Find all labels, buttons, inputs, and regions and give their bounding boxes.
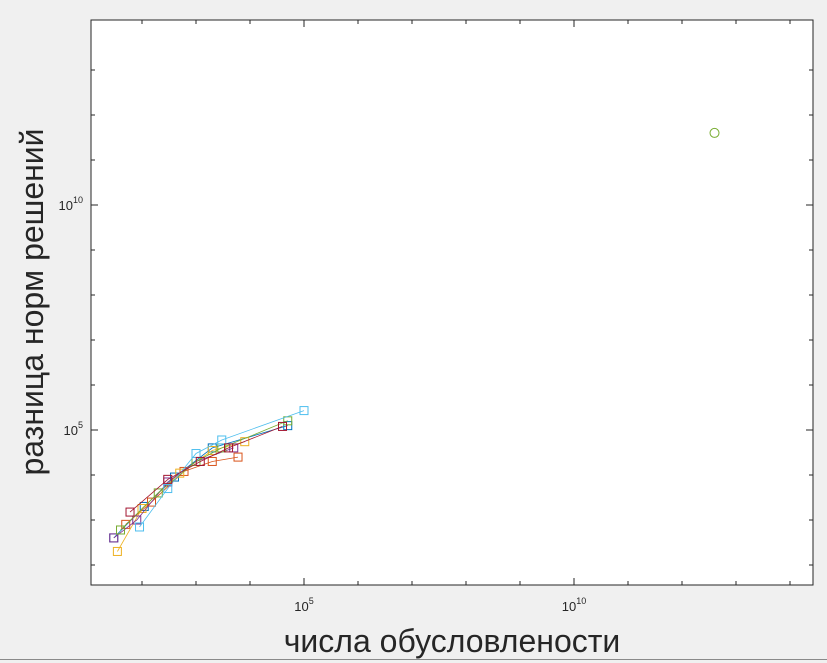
data-point-square: [135, 522, 145, 532]
data-point-square: [132, 515, 142, 525]
plot-series: [109, 127, 720, 556]
data-point-square: [147, 497, 157, 507]
series-line: [129, 426, 283, 513]
x-tick-label: 105: [294, 596, 313, 614]
y-tick-label: 105: [64, 420, 83, 438]
data-point-square: [283, 421, 293, 431]
y-tick-label: 1010: [59, 195, 83, 213]
data-point-square: [299, 406, 309, 416]
data-point-square: [233, 452, 243, 462]
data-point-square: [109, 533, 119, 543]
series: [709, 127, 720, 138]
axes-background: [90, 19, 814, 586]
axis-ticks: [91, 20, 813, 585]
data-point-square: [163, 474, 173, 484]
series: [135, 406, 309, 532]
data-point-square: [112, 546, 122, 556]
data-point-square: [125, 507, 135, 517]
data-point-square: [153, 488, 163, 498]
data-point-square: [278, 421, 288, 431]
data-point-square: [163, 484, 173, 494]
x-axis-label: числа обусловлености: [284, 623, 621, 659]
data-point-square: [195, 456, 205, 466]
series-line: [139, 410, 305, 528]
data-point-square: [224, 443, 234, 453]
data-point-square: [229, 443, 239, 453]
series: [125, 421, 288, 517]
x-tick-label: 1010: [562, 596, 586, 614]
series-line: [113, 447, 234, 539]
window-bottom-border: [0, 659, 827, 660]
y-axis-label: разница норм решений: [14, 128, 50, 475]
data-point-square: [217, 435, 227, 445]
data-point-square: [116, 525, 126, 535]
data-point-square: [207, 456, 217, 466]
tick-labels: 105 1010 105 1010: [59, 195, 587, 614]
data-point-square: [175, 468, 185, 478]
data-point-circle: [709, 127, 720, 138]
data-point-square: [240, 437, 250, 447]
